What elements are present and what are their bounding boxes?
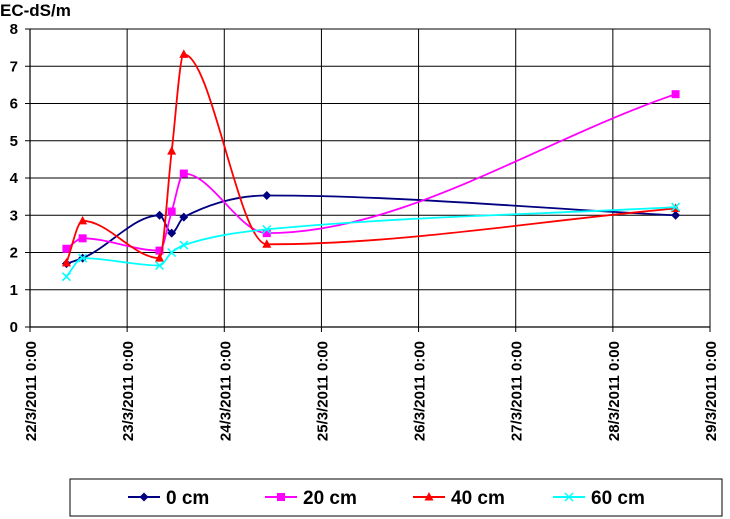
- x-tick-label: 26/3/2011 0:00: [412, 341, 429, 441]
- x-tick-labels: 22/3/2011 0:00 23/3/2011 0:00 24/3/2011 0:…: [23, 341, 720, 441]
- data-point-60-cm: [154, 261, 165, 271]
- data-point-0-cm: [262, 191, 272, 201]
- legend-item-60-cm: 60 cm: [553, 488, 645, 509]
- data-point-40-cm: [155, 253, 165, 262]
- data-point-40-cm: [78, 215, 88, 225]
- series-20-cm: [62, 90, 680, 255]
- data-point-40-cm: [262, 239, 272, 248]
- x-tick-label: 25/3/2011 0:00: [314, 341, 331, 441]
- legend-marker: [424, 492, 434, 501]
- legend-label: 40 cm: [451, 488, 505, 509]
- series-line-60-cm: [65, 206, 676, 278]
- gridlines: [30, 28, 711, 327]
- legend-item-40-cm: 40 cm: [413, 488, 505, 509]
- data-point-20-cm: [262, 229, 271, 238]
- data-point-0-cm: [167, 228, 177, 238]
- data-point-40-cm: [179, 49, 189, 58]
- data-point-20-cm: [155, 246, 164, 255]
- legend-item-0-cm: 0 cm: [128, 488, 209, 509]
- x-tick-label: 28/3/2011 0:00: [606, 341, 623, 441]
- data-point-0-cm: [155, 210, 165, 220]
- y-tick-label: 2: [10, 245, 18, 262]
- data-point-60-cm: [671, 202, 681, 212]
- legend-item-20-cm: 20 cm: [265, 488, 357, 509]
- series-line-0-cm: [66, 194, 676, 265]
- x-tick-label: 29/3/2011 0:00: [703, 341, 720, 441]
- legend-marker: [277, 493, 285, 501]
- data-point-40-cm: [61, 257, 71, 267]
- data-point-20-cm: [167, 207, 176, 216]
- y-tick-label: 3: [10, 207, 18, 224]
- legend-box: [69, 478, 723, 517]
- data-point-60-cm: [167, 247, 177, 258]
- data-point-60-cm: [61, 272, 71, 282]
- data-point-20-cm: [78, 234, 87, 243]
- series-60-cm: [61, 202, 681, 282]
- legend-label: 60 cm: [591, 488, 645, 509]
- legend: 0 cm 20 cm 40 cm 60 cm: [128, 488, 645, 509]
- data-point-0-cm: [179, 212, 189, 222]
- y-tick-labels: 0 1 2 3 4 5 6 7 8: [10, 21, 19, 336]
- y-axis-label: EC-dS/m: [0, 1, 71, 20]
- x-tick-label: 24/3/2011 0:00: [217, 341, 234, 441]
- data-point-60-cm: [78, 253, 88, 263]
- data-point-60-cm: [262, 224, 272, 234]
- y-tick-label: 5: [10, 133, 18, 150]
- data-point-20-cm: [671, 90, 680, 99]
- x-tick-label: 23/3/2011 0:00: [120, 341, 137, 441]
- data-point-20-cm: [179, 169, 188, 178]
- data-point-20-cm: [62, 244, 71, 253]
- x-tick-label: 22/3/2011 0:00: [23, 341, 40, 441]
- series-layer: [61, 49, 681, 282]
- legend-marker: [139, 492, 149, 502]
- legend-marker: [564, 492, 574, 502]
- y-tick-label: 1: [10, 282, 18, 299]
- y-tick-label: 7: [10, 58, 18, 75]
- axes: [25, 28, 711, 332]
- data-point-0-cm: [671, 210, 681, 220]
- x-tick-label: 27/3/2011 0:00: [509, 341, 526, 441]
- y-tick-label: 6: [10, 96, 18, 113]
- data-point-40-cm: [167, 146, 177, 155]
- series-line-40-cm: [65, 53, 676, 264]
- y-tick-label: 0: [10, 319, 18, 336]
- y-tick-label: 8: [10, 21, 18, 38]
- y-tick-label: 4: [10, 170, 19, 187]
- legend-label: 0 cm: [166, 488, 209, 509]
- data-point-60-cm: [179, 240, 189, 250]
- legend-label: 20 cm: [303, 488, 357, 509]
